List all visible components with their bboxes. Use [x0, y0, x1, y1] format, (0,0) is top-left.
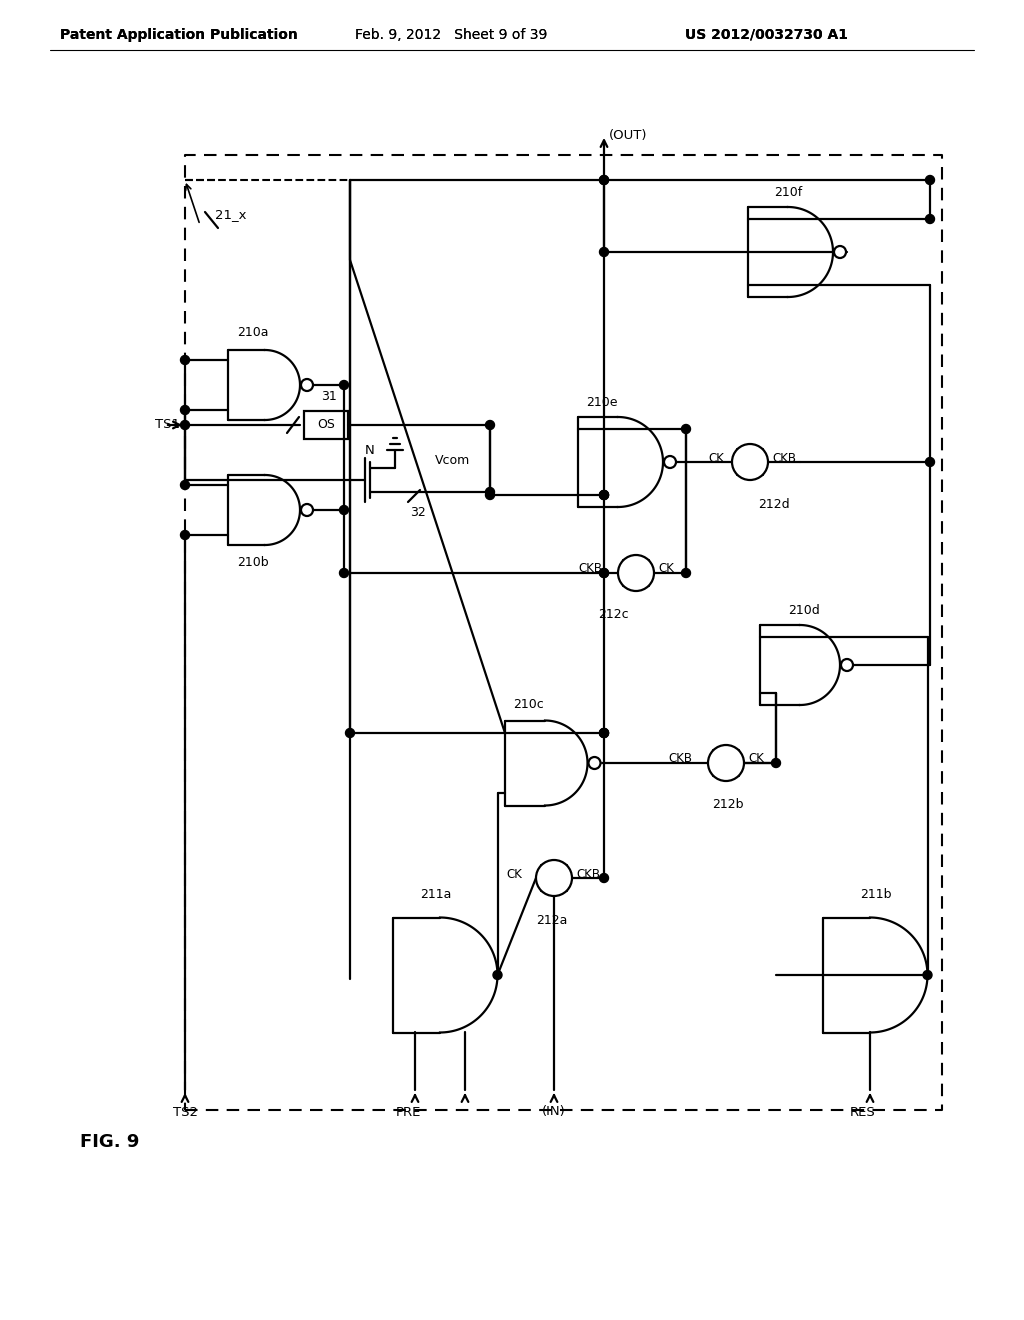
Circle shape: [926, 176, 935, 185]
Circle shape: [599, 874, 608, 883]
Text: Patent Application Publication: Patent Application Publication: [60, 28, 298, 42]
Text: CK: CK: [506, 867, 522, 880]
Circle shape: [682, 569, 690, 578]
Text: 32: 32: [410, 506, 426, 519]
Text: OS: OS: [317, 418, 335, 432]
Circle shape: [599, 248, 608, 256]
Text: 210a: 210a: [237, 326, 268, 339]
Circle shape: [301, 379, 313, 391]
Circle shape: [493, 970, 502, 979]
Circle shape: [834, 246, 846, 257]
Circle shape: [599, 729, 608, 738]
Text: 210e: 210e: [586, 396, 617, 408]
Circle shape: [599, 491, 608, 499]
Text: 212c: 212c: [598, 609, 629, 622]
Circle shape: [771, 759, 780, 767]
Text: Vcom: Vcom: [435, 454, 470, 466]
Text: RES: RES: [850, 1106, 876, 1118]
Circle shape: [599, 729, 608, 738]
Circle shape: [345, 729, 354, 738]
Circle shape: [340, 380, 348, 389]
Circle shape: [682, 425, 690, 433]
Circle shape: [599, 569, 608, 578]
Circle shape: [926, 214, 935, 223]
Text: 212a: 212a: [536, 913, 567, 927]
Text: 31: 31: [321, 391, 337, 404]
Text: 21_x: 21_x: [215, 209, 247, 222]
Text: 210f: 210f: [774, 186, 802, 198]
Text: N: N: [365, 444, 375, 457]
Circle shape: [599, 491, 608, 499]
Text: CK: CK: [658, 562, 674, 576]
Text: 212d: 212d: [758, 498, 790, 511]
Text: CK: CK: [708, 451, 724, 465]
Bar: [304, 411, 348, 440]
Circle shape: [732, 444, 768, 480]
Circle shape: [599, 176, 608, 185]
Text: 210b: 210b: [237, 556, 268, 569]
Circle shape: [536, 861, 572, 896]
Text: CKB: CKB: [578, 562, 602, 576]
Circle shape: [485, 491, 495, 499]
Text: PRE: PRE: [396, 1106, 421, 1118]
Text: 212b: 212b: [712, 799, 743, 812]
Text: 211b: 211b: [860, 888, 892, 902]
Circle shape: [708, 744, 744, 781]
Text: Feb. 9, 2012   Sheet 9 of 39: Feb. 9, 2012 Sheet 9 of 39: [355, 28, 548, 42]
Circle shape: [599, 491, 608, 499]
Circle shape: [618, 554, 654, 591]
Circle shape: [340, 569, 348, 578]
Circle shape: [340, 506, 348, 515]
Circle shape: [599, 729, 608, 738]
Circle shape: [485, 487, 495, 496]
Circle shape: [599, 569, 608, 578]
Text: Patent Application Publication: Patent Application Publication: [60, 28, 298, 42]
Circle shape: [180, 421, 189, 429]
Circle shape: [180, 405, 189, 414]
Circle shape: [180, 531, 189, 540]
Circle shape: [841, 659, 853, 671]
Text: TS2: TS2: [173, 1106, 198, 1118]
Text: FIG. 9: FIG. 9: [80, 1133, 139, 1151]
Text: (IN): (IN): [542, 1106, 565, 1118]
Text: Feb. 9, 2012   Sheet 9 of 39: Feb. 9, 2012 Sheet 9 of 39: [355, 28, 548, 42]
Circle shape: [664, 455, 676, 469]
Circle shape: [301, 504, 313, 516]
Circle shape: [485, 421, 495, 429]
Circle shape: [926, 458, 935, 466]
Circle shape: [923, 970, 932, 979]
Circle shape: [589, 756, 600, 770]
Text: US 2012/0032730 A1: US 2012/0032730 A1: [685, 28, 848, 42]
Text: CKB: CKB: [668, 752, 692, 766]
Text: CK: CK: [748, 752, 764, 766]
Text: CKB: CKB: [772, 451, 796, 465]
Circle shape: [180, 355, 189, 364]
Circle shape: [180, 480, 189, 490]
Circle shape: [599, 176, 608, 185]
Text: 210d: 210d: [788, 603, 820, 616]
Text: CKB: CKB: [575, 867, 600, 880]
Text: TS1: TS1: [155, 418, 180, 432]
Text: 211a: 211a: [420, 888, 452, 902]
Text: (OUT): (OUT): [609, 128, 647, 141]
Text: 210c: 210c: [513, 698, 544, 711]
Text: US 2012/0032730 A1: US 2012/0032730 A1: [685, 28, 848, 42]
